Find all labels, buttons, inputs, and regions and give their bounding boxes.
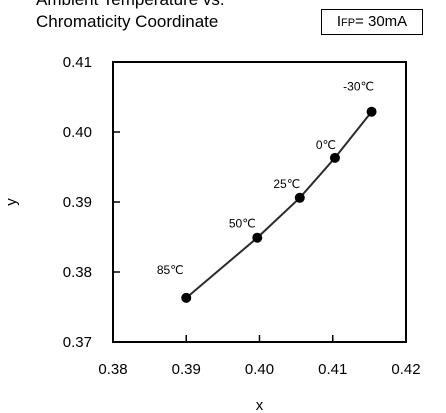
x-axis-label: x: [256, 397, 264, 413]
series-line: [185, 111, 373, 299]
x-tick-label: 0.38: [98, 361, 127, 378]
condition-box: IFP= 30mA: [321, 9, 423, 35]
x-tick-label: 0.39: [172, 361, 201, 378]
data-point: [294, 192, 305, 203]
y-tick-label: 0.39: [63, 194, 92, 211]
data-label: 25℃: [273, 177, 300, 191]
data-point: [181, 292, 192, 303]
data-label: 85℃: [157, 263, 184, 277]
x-tick-label: 0.42: [391, 361, 420, 378]
x-ticks: 0.38 0.39 0.40 0.41 0.42: [98, 335, 421, 378]
data-label: -30℃: [343, 80, 374, 94]
data-point: [366, 106, 377, 117]
plot-area-frame: [112, 61, 407, 343]
x-tick-label: 0.41: [318, 361, 347, 378]
y-ticks: 0.37 0.38 0.39 0.40 0.41: [63, 54, 120, 351]
data-point: [329, 152, 340, 163]
data-label: 0℃: [316, 138, 336, 152]
y-tick-label: 0.40: [63, 124, 92, 141]
chart-title-line-2: Chromaticity Coordinate: [36, 12, 219, 31]
x-tick-label: 0.40: [245, 361, 274, 378]
y-axis-label: y: [3, 198, 20, 206]
data-point: [252, 232, 263, 243]
chart-title-line-1: Ambient Temperature vs.: [36, 0, 225, 10]
data-label: 50℃: [229, 217, 256, 231]
condition-subscript: FP: [340, 17, 356, 29]
condition-prefix: I: [336, 13, 341, 30]
series-group: 85℃ 50℃ 25℃ 0℃ -30℃: [157, 80, 377, 303]
y-tick-label: 0.38: [63, 264, 92, 281]
y-tick-label: 0.41: [63, 54, 92, 71]
condition-value: = 30mA: [355, 13, 408, 30]
y-tick-label: 0.37: [63, 334, 92, 351]
